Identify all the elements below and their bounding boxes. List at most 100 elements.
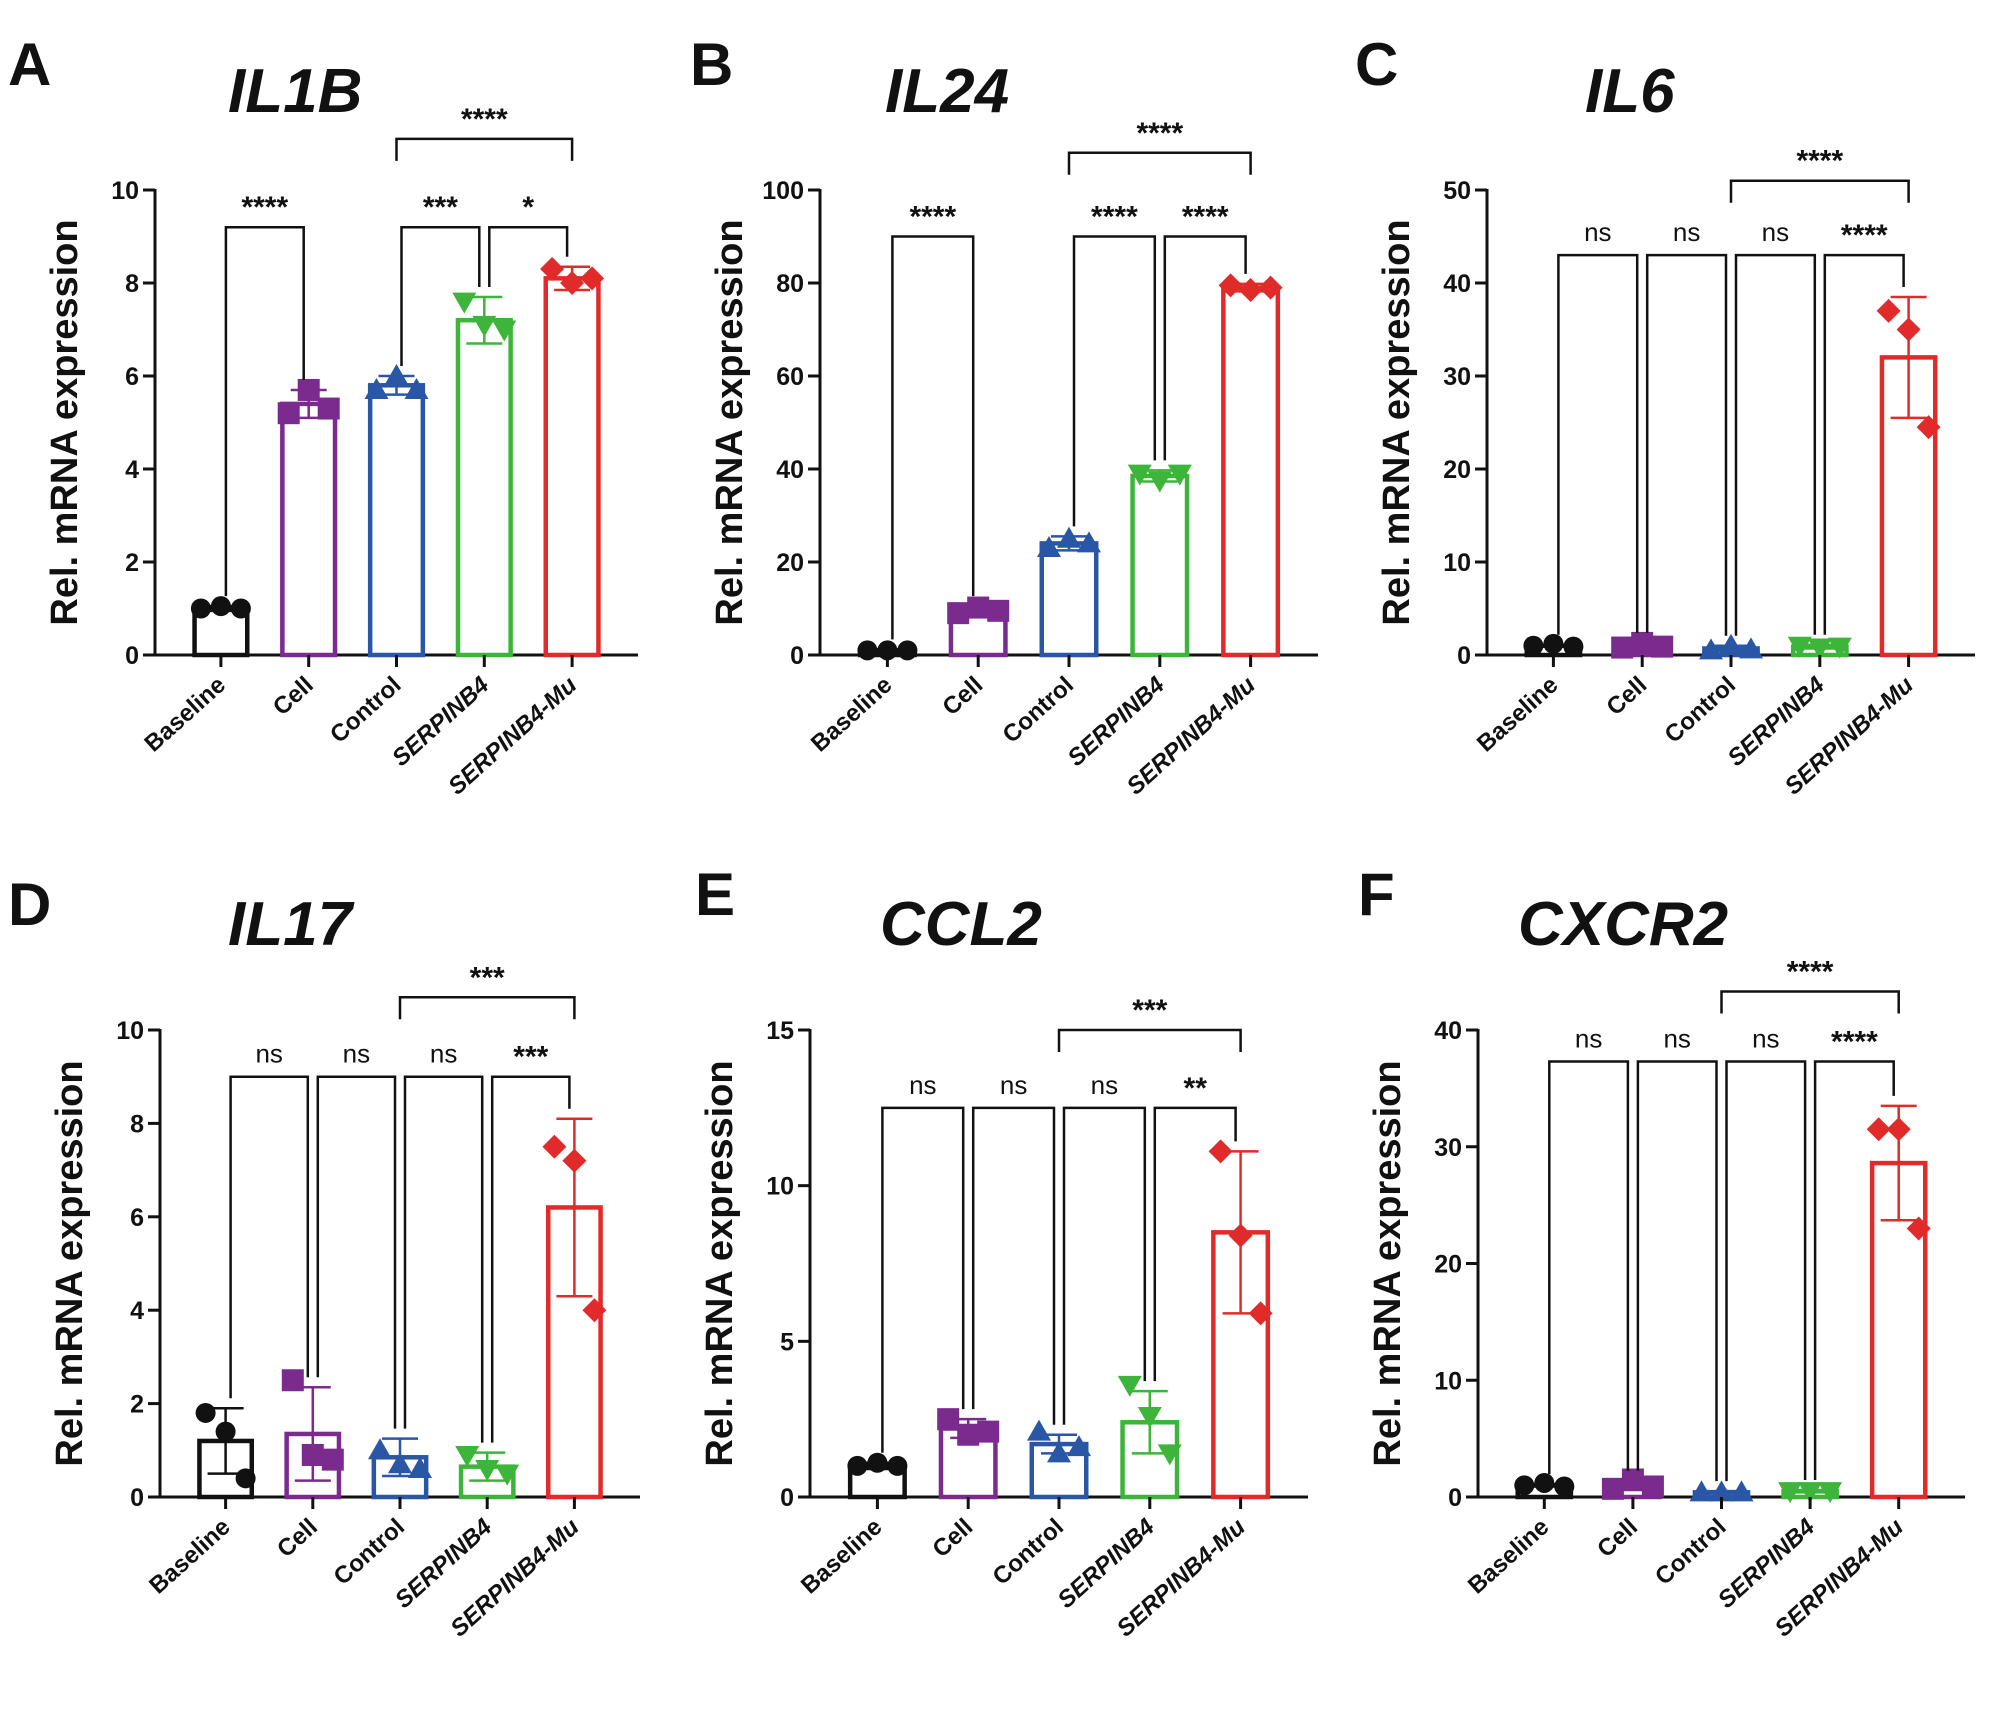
data-point: [1208, 1139, 1233, 1164]
data-point: [404, 377, 429, 399]
data-point: [297, 378, 320, 401]
chart-title: IL6: [1585, 57, 1675, 126]
data-point: [1699, 638, 1723, 660]
significance-bracket: [403, 1075, 484, 1443]
data-point: [1807, 638, 1832, 660]
significance-label: ns: [909, 1070, 936, 1100]
data-point: [190, 598, 211, 619]
chart-panel-a: A IL1B Rel. mRNA expression 0 2 4 6 8 10 Baseline…: [8, 31, 638, 800]
y-tick-label: 2: [125, 549, 139, 577]
data-point: [947, 602, 970, 625]
data-point: [857, 640, 878, 661]
significance-bracket: [1062, 1106, 1147, 1425]
y-tick-label: 60: [776, 363, 804, 391]
data-point: [1719, 633, 1743, 655]
significance-bracket: [1823, 253, 1905, 635]
data-point: [1563, 636, 1584, 657]
data-point: [455, 1445, 480, 1467]
data-point: [210, 596, 231, 617]
data-point: [1651, 635, 1674, 658]
data-point: [1238, 277, 1263, 302]
y-axis-label: Rel. mRNA expression: [44, 219, 86, 625]
y-tick-label: 20: [776, 549, 804, 577]
data-point: [1916, 415, 1941, 440]
data-point: [1554, 1476, 1575, 1497]
x-tick-label: Baseline: [796, 1513, 887, 1599]
y-axis-label: Rel. mRNA expression: [49, 1060, 91, 1466]
x-tick-label: Cell: [937, 671, 988, 721]
x-tick-label: Baseline: [139, 671, 230, 757]
y-tick-label: 10: [766, 1173, 794, 1201]
data-point: [230, 598, 251, 619]
significance-label: ns: [430, 1039, 457, 1069]
significance-label: ns: [1673, 217, 1700, 247]
data-point: [1248, 1301, 1273, 1326]
x-tick-label: Cell: [272, 1513, 323, 1563]
significance-label: ****: [241, 191, 288, 224]
x-tick-label: Control: [988, 1513, 1069, 1590]
data-point: [1077, 531, 1101, 553]
significance-bracket: [1720, 990, 1900, 1014]
y-tick-label: 5: [780, 1328, 794, 1356]
x-tick-label: Baseline: [144, 1513, 235, 1599]
y-tick-label: 6: [125, 363, 139, 391]
significance-bracket: [1636, 1060, 1718, 1482]
significance-label: ****: [909, 201, 956, 234]
significance-label: ns: [1000, 1070, 1027, 1100]
data-point: [1601, 1477, 1624, 1500]
data-point: [1709, 1480, 1734, 1502]
bar-serpinb4-mu: [1221, 285, 1281, 658]
significance-bracket: [488, 225, 569, 287]
chart-panel-b: B IL24 Rel. mRNA expression 0 20 40 60 80 100 Bas…: [690, 31, 1318, 800]
significance-label: ****: [1136, 117, 1183, 150]
data-point: [1866, 1117, 1891, 1142]
data-point: [301, 1443, 324, 1466]
data-point: [1827, 637, 1852, 659]
y-tick-label: 0: [780, 1484, 794, 1512]
y-tick-label: 10: [1434, 1367, 1462, 1395]
y-axis-label: Rel. mRNA expression: [1376, 219, 1418, 625]
data-point: [368, 1438, 392, 1460]
significance-bracket: [490, 1075, 571, 1443]
y-tick-label: 10: [111, 177, 139, 205]
data-point: [540, 257, 565, 282]
bar-control: [367, 383, 426, 658]
x-tick-label: Baseline: [806, 671, 897, 757]
significance-label: ****: [1831, 1026, 1878, 1059]
significance-label: ****: [461, 103, 508, 136]
y-tick-label: 2: [130, 1391, 144, 1419]
x-tick-label: Baseline: [1472, 671, 1563, 757]
y-tick-label: 40: [1443, 270, 1471, 298]
significance-bracket: [1813, 1060, 1895, 1480]
data-point: [1027, 1419, 1051, 1441]
significance-label: *: [522, 191, 534, 224]
y-tick-label: 8: [125, 270, 139, 298]
data-point: [1137, 1407, 1162, 1429]
panel-letter: F: [1358, 861, 1395, 928]
data-point: [472, 315, 497, 337]
chart-title: IL17: [228, 890, 355, 959]
significance-label: ns: [1663, 1024, 1690, 1054]
data-point: [1523, 635, 1544, 656]
y-tick-label: 20: [1443, 456, 1471, 484]
y-tick-label: 30: [1443, 363, 1471, 391]
panel-letter: E: [695, 861, 735, 928]
significance-bracket: [971, 1106, 1056, 1425]
significance-bracket: [1153, 1106, 1237, 1382]
y-tick-label: 40: [776, 456, 804, 484]
y-tick-label: 0: [1448, 1484, 1462, 1512]
bar-control: [1039, 541, 1099, 658]
y-tick-label: 10: [116, 1017, 144, 1045]
x-tick-label: Control: [998, 671, 1079, 748]
y-axis-label: Rel. mRNA expression: [709, 219, 751, 625]
data-point: [1157, 1444, 1182, 1466]
data-point: [317, 397, 340, 420]
significance-bracket: [400, 225, 481, 366]
y-tick-label: 0: [130, 1484, 144, 1512]
significance-label: ****: [1182, 201, 1229, 234]
data-point: [384, 364, 409, 385]
data-point: [560, 271, 585, 295]
data-point: [1037, 536, 1061, 558]
significance-label: ****: [1787, 955, 1834, 988]
